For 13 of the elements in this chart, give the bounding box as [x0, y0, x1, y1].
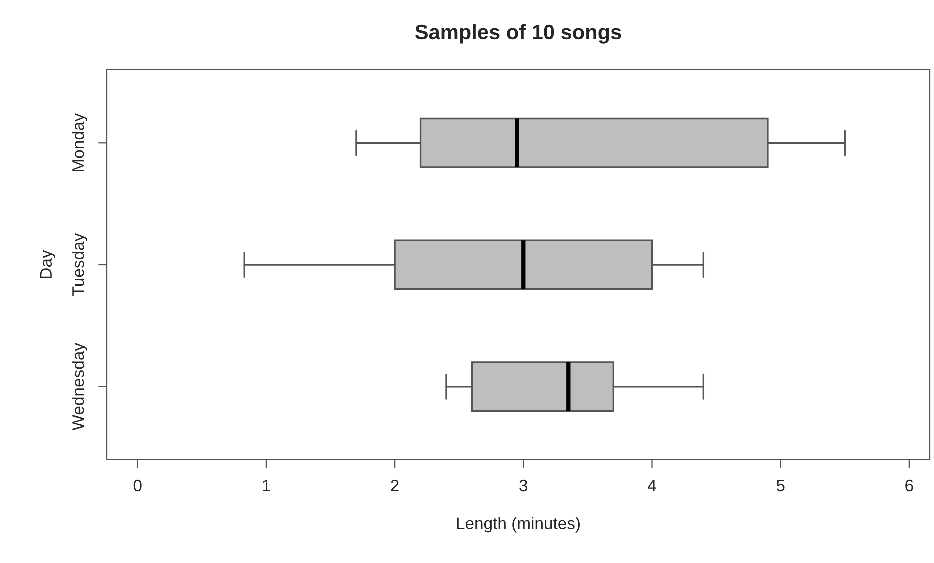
y-tick-label: Wednesday — [72, 343, 88, 431]
x-tick-label: 1 — [263, 480, 270, 492]
y-tick-label: Tuesday — [72, 233, 88, 296]
x-axis-title: Length (minutes) — [457, 517, 580, 533]
y-tick-label: Monday — [72, 114, 88, 172]
x-tick-label: 2 — [391, 480, 399, 492]
y-axis-title: Day — [40, 250, 56, 278]
x-tick-label: 6 — [906, 480, 914, 492]
x-tick-label: 0 — [134, 480, 142, 492]
chart-title: Samples of 10 songs — [415, 24, 622, 44]
x-tick-label: 5 — [776, 480, 785, 492]
x-tick-label: 4 — [648, 480, 656, 492]
x-tick-label: 3 — [520, 480, 528, 492]
